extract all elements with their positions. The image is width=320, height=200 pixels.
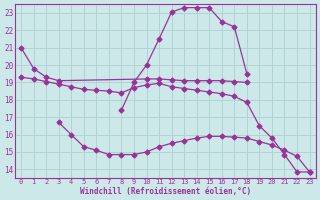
X-axis label: Windchill (Refroidissement éolien,°C): Windchill (Refroidissement éolien,°C) [80,187,251,196]
